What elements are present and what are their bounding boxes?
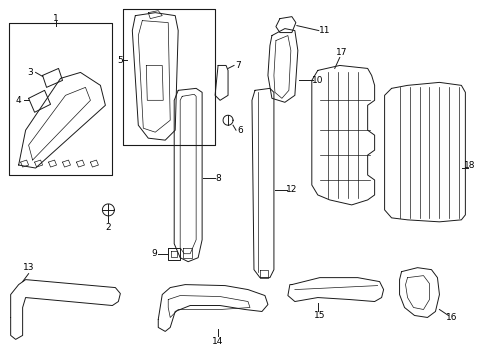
Text: 16: 16 <box>446 313 457 322</box>
Text: 5: 5 <box>118 56 123 65</box>
Text: 12: 12 <box>286 185 297 194</box>
Text: 17: 17 <box>336 48 347 57</box>
Text: 7: 7 <box>235 61 241 70</box>
Text: 10: 10 <box>312 76 323 85</box>
Text: 9: 9 <box>151 249 157 258</box>
Text: 14: 14 <box>212 337 224 346</box>
Text: 3: 3 <box>28 68 33 77</box>
Text: 18: 18 <box>464 161 475 170</box>
Text: 1: 1 <box>52 14 58 23</box>
Text: 6: 6 <box>237 126 243 135</box>
Text: 2: 2 <box>105 223 111 232</box>
Text: 8: 8 <box>215 174 221 183</box>
Text: 4: 4 <box>16 96 22 105</box>
Text: 11: 11 <box>319 26 331 35</box>
Text: 13: 13 <box>23 263 34 272</box>
Text: 15: 15 <box>314 311 325 320</box>
